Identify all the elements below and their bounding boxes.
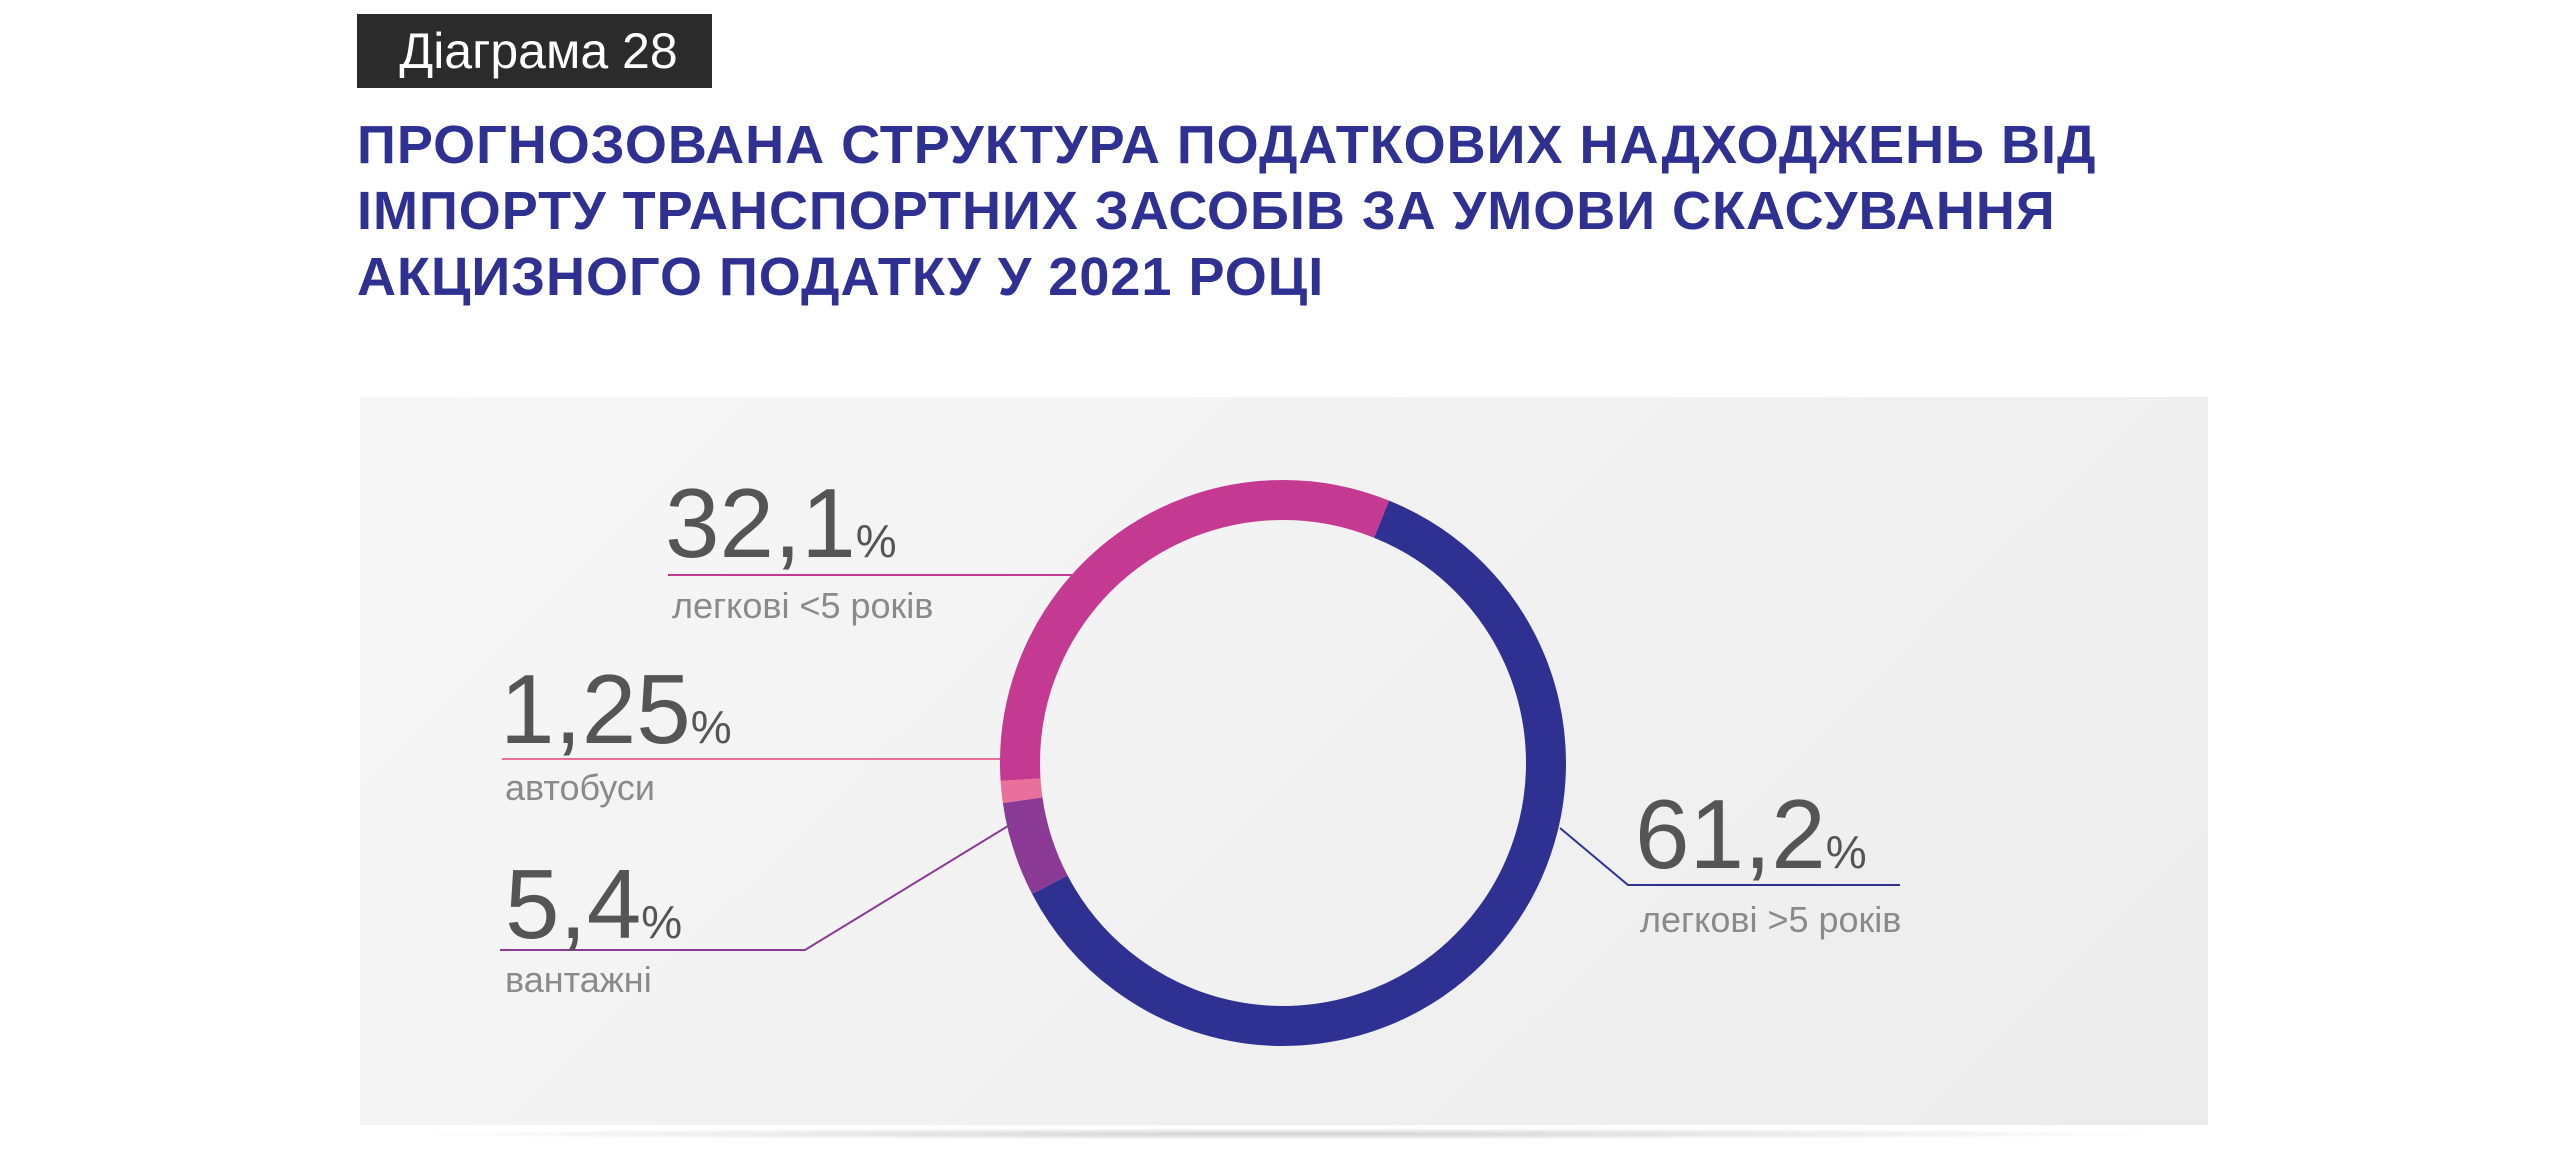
chart-title-line-3: АКЦИЗНОГО ПОДАТКУ У 2021 РОЦІ (357, 247, 1325, 307)
chart-title-line-2: ІМПОРТУ ТРАНСПОРТНИХ ЗАСОБІВ ЗА УМОВИ СК… (357, 181, 2056, 241)
slice-category-label-4: легкові <5 років (672, 585, 933, 626)
donut-slice-4 (1000, 480, 1389, 781)
panel-shadow (380, 1128, 2190, 1140)
slice-category-label-3: автобуси (505, 767, 655, 808)
leader-line-1 (1559, 827, 1900, 886)
donut-slice-3 (1000, 778, 1043, 803)
chart-title: ПРОГНОЗОВАНА СТРУКТУРА ПОДАТКОВИХ НАДХОД… (357, 112, 2307, 310)
donut-slice-1 (1032, 500, 1566, 1046)
slice-category-label-1: легкові >5 років (1640, 899, 1901, 940)
slice-value-label-2: 5,4% (505, 849, 682, 959)
slice-value-label-3: 1,25% (500, 654, 732, 764)
slice-category-label-2: вантажні (505, 959, 652, 1000)
slice-value-label-1: 61,2% (1635, 779, 1867, 889)
donut-slice-2 (1002, 796, 1068, 894)
chart-number-badge: Діаграма 28 (357, 14, 712, 88)
chart-title-line-1: ПРОГНОЗОВАНА СТРУКТУРА ПОДАТКОВИХ НАДХОД… (357, 115, 2097, 175)
leader-line-2 (500, 825, 1009, 951)
slice-value-label-4: 32,1% (665, 468, 897, 578)
